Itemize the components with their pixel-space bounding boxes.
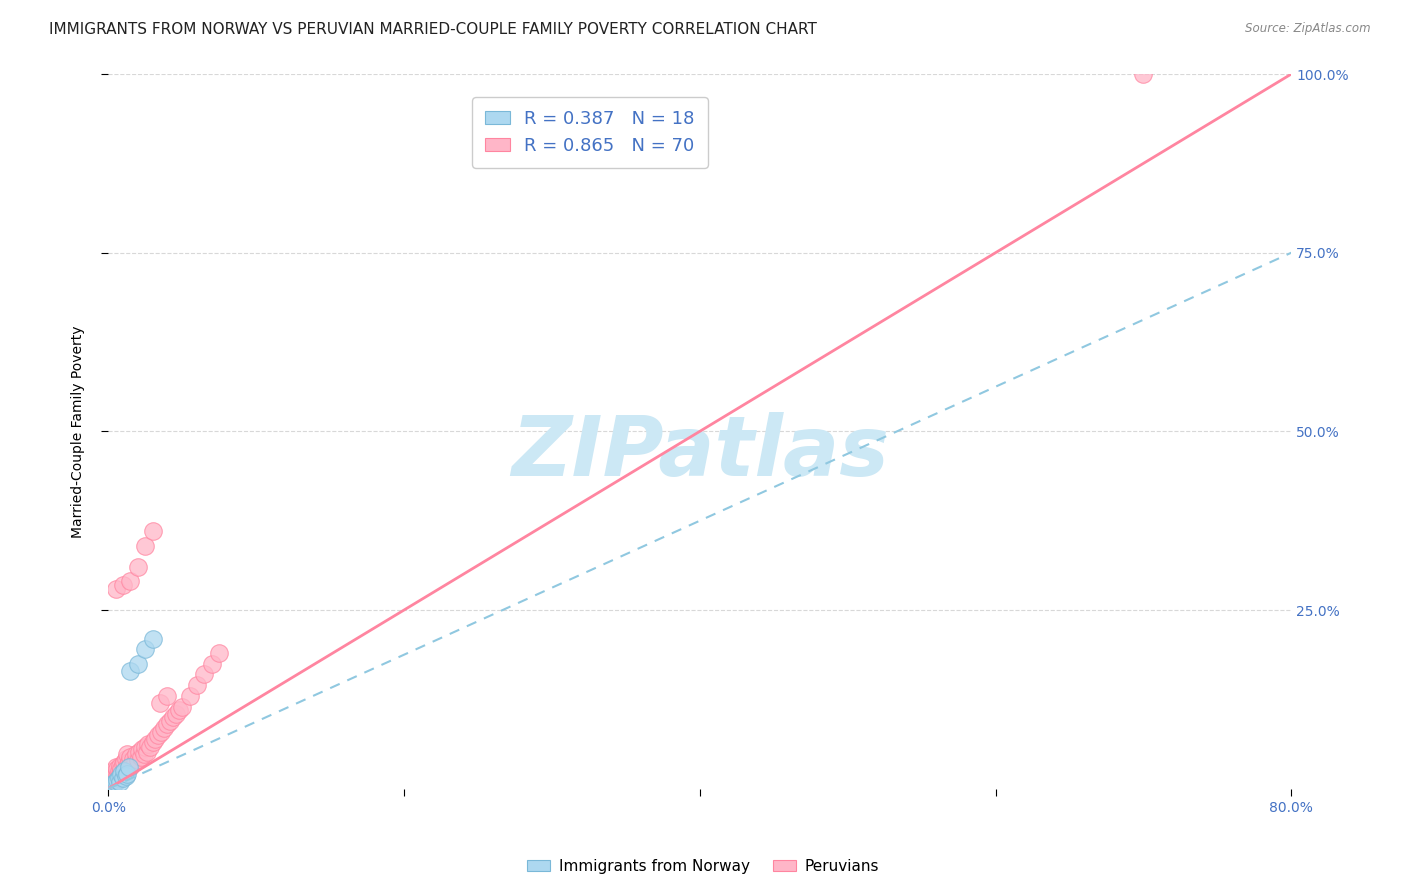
Point <box>100 771 122 785</box>
Point <box>118 760 141 774</box>
Point <box>100 767 122 781</box>
Point <box>141 524 163 539</box>
Point <box>135 745 157 759</box>
Point <box>108 759 131 773</box>
Point <box>110 767 132 781</box>
Point <box>129 749 152 764</box>
Point <box>111 771 134 785</box>
Point <box>120 664 142 678</box>
Point <box>120 760 142 774</box>
Point <box>103 766 125 780</box>
Point <box>111 756 134 771</box>
Point <box>131 742 153 756</box>
Point <box>115 769 138 783</box>
Point <box>105 769 128 783</box>
Point <box>141 735 163 749</box>
Point <box>122 752 145 766</box>
Point <box>120 749 142 764</box>
Point <box>186 678 208 692</box>
Point <box>121 756 143 771</box>
Point <box>149 696 172 710</box>
Point <box>108 767 131 781</box>
Point <box>159 714 181 728</box>
Point <box>107 764 129 778</box>
Point <box>104 760 127 774</box>
Point <box>120 574 142 589</box>
Point <box>111 766 134 780</box>
Point <box>98 774 121 789</box>
Point <box>103 771 125 785</box>
Point <box>117 747 139 762</box>
Point <box>117 767 139 781</box>
Point <box>110 769 132 783</box>
Point <box>111 578 134 592</box>
Point <box>125 747 148 762</box>
Point <box>110 762 132 776</box>
Point <box>117 759 139 773</box>
Point <box>141 632 163 646</box>
Point <box>134 642 156 657</box>
Point <box>112 764 135 778</box>
Point <box>165 706 187 721</box>
Point <box>156 689 179 703</box>
Point <box>115 762 138 776</box>
Text: ZIPatlas: ZIPatlas <box>510 412 889 493</box>
Point <box>128 745 150 759</box>
Point <box>107 771 129 785</box>
Point <box>100 778 122 792</box>
Point <box>150 724 173 739</box>
Legend: Immigrants from Norway, Peruvians: Immigrants from Norway, Peruvians <box>520 853 886 880</box>
Point <box>156 717 179 731</box>
Point <box>105 773 128 788</box>
Y-axis label: Married-Couple Family Poverty: Married-Couple Family Poverty <box>72 326 86 538</box>
Point <box>127 753 149 767</box>
Point <box>208 646 231 660</box>
Point <box>148 728 170 742</box>
Point <box>145 731 167 746</box>
Point <box>193 667 215 681</box>
Point <box>127 657 149 671</box>
Point <box>179 689 201 703</box>
Point <box>118 755 141 769</box>
Point <box>104 582 127 596</box>
Point <box>162 710 184 724</box>
Point <box>105 762 128 776</box>
Point <box>115 752 138 766</box>
Point <box>101 769 124 783</box>
Point <box>134 740 156 755</box>
Point <box>201 657 224 671</box>
Point <box>101 778 124 792</box>
Point <box>112 755 135 769</box>
Point <box>138 740 160 755</box>
Text: IMMIGRANTS FROM NORWAY VS PERUVIAN MARRIED-COUPLE FAMILY POVERTY CORRELATION CHA: IMMIGRANTS FROM NORWAY VS PERUVIAN MARRI… <box>49 22 817 37</box>
Point <box>107 771 129 785</box>
Point <box>98 780 121 795</box>
Point <box>103 776 125 790</box>
Point <box>124 755 146 769</box>
Point <box>167 703 190 717</box>
Point <box>104 767 127 781</box>
Point <box>98 778 121 792</box>
Point <box>104 773 127 788</box>
Point <box>136 738 159 752</box>
Point <box>127 560 149 574</box>
Text: Source: ZipAtlas.com: Source: ZipAtlas.com <box>1246 22 1371 36</box>
Point <box>112 764 135 778</box>
Point <box>100 776 122 790</box>
Point <box>134 539 156 553</box>
Point <box>104 774 127 789</box>
Legend: R = 0.387   N = 18, R = 0.865   N = 70: R = 0.387 N = 18, R = 0.865 N = 70 <box>472 97 707 168</box>
Point <box>172 699 194 714</box>
Point <box>1132 67 1154 81</box>
Point <box>153 721 176 735</box>
Point <box>101 774 124 789</box>
Point <box>101 764 124 778</box>
Point <box>108 774 131 789</box>
Point <box>132 747 155 762</box>
